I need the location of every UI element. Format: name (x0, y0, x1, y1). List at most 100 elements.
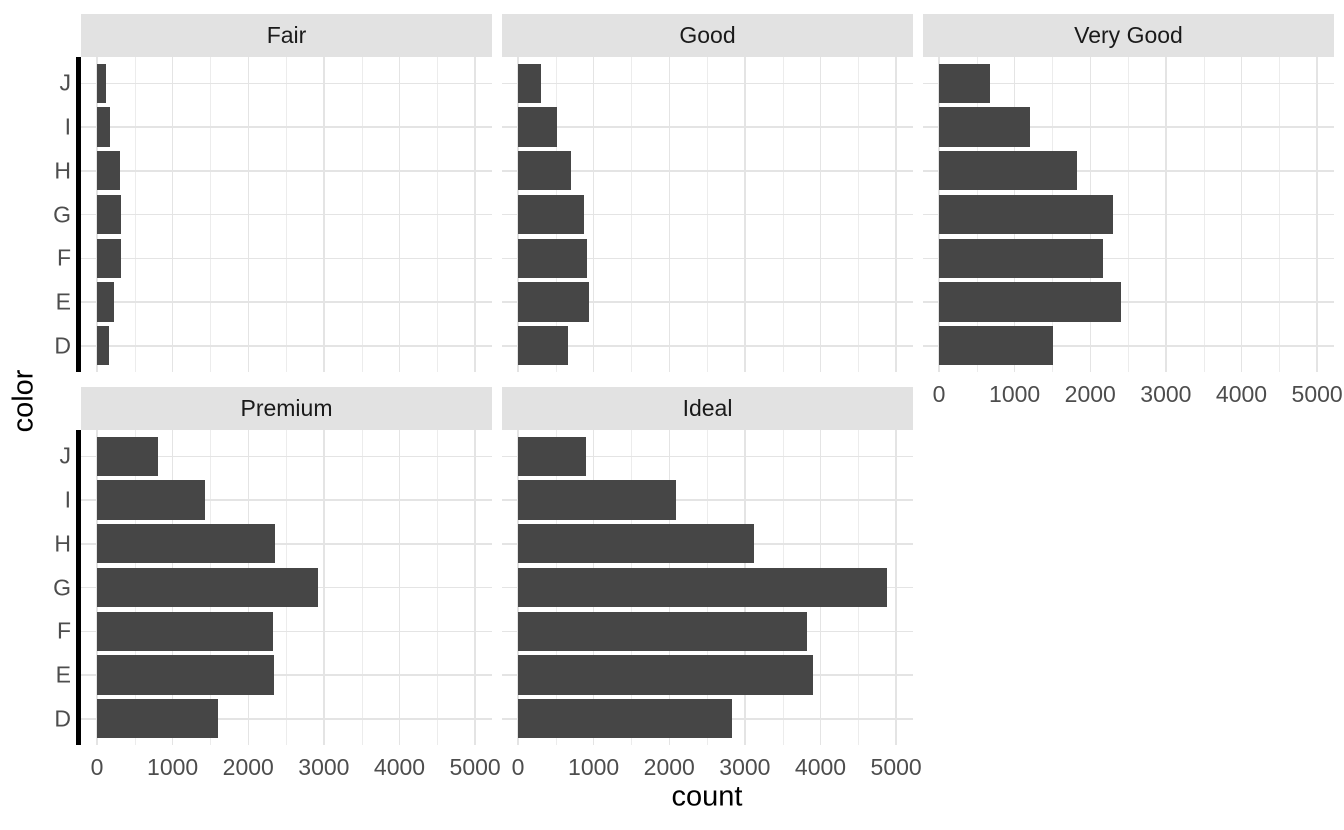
bar-H (97, 151, 120, 191)
bar-F (518, 611, 808, 651)
grid-major-y (81, 213, 492, 216)
bar-I (97, 480, 205, 520)
grid-major-y (81, 301, 492, 303)
facet-strip-label: Ideal (682, 395, 733, 421)
bar-D (97, 699, 219, 739)
grid-major-y (923, 213, 1334, 216)
y-tick-label: G (53, 201, 71, 227)
bar-D (518, 699, 733, 739)
grid-major-y (81, 345, 492, 347)
facet-premium: Premium (76, 387, 492, 745)
bar-E (97, 282, 114, 322)
bar-D (518, 326, 569, 366)
bar-J (939, 63, 991, 103)
grid-major-y (923, 82, 1334, 84)
grid-major-y (502, 213, 913, 216)
bar-H (518, 524, 754, 564)
facet-panel-fair (76, 57, 492, 372)
grid-major-y (81, 630, 492, 632)
bar-F (939, 238, 1103, 278)
x-tick-label: 2000 (643, 754, 695, 780)
grid-major-y (502, 126, 913, 128)
facet-panel-very-good (923, 57, 1334, 372)
y-tick-label: J (59, 442, 72, 469)
facet-very-good: Very Good (923, 14, 1334, 372)
grid-major-y (502, 257, 913, 259)
x-tick-label: 4000 (794, 754, 847, 780)
bar-J (518, 63, 542, 103)
y-tick-label: G (53, 574, 71, 600)
y-tick-label: I (64, 113, 71, 140)
x-tick-label: 3000 (298, 754, 350, 780)
grid-major-y (502, 301, 913, 303)
grid-major-y (923, 170, 1334, 172)
x-tick-label: 4000 (373, 754, 426, 780)
y-tick-label: D (54, 332, 71, 359)
bar-G (518, 567, 888, 608)
y-axis-line (76, 57, 81, 372)
facet-strip-label: Premium (240, 395, 333, 421)
x-axis-labels-very-good: 0 1000 2000 3000 4000 5000 (923, 381, 1343, 407)
facet-good: Good (502, 14, 913, 372)
facet-strip-label: Good (679, 22, 736, 48)
y-axis-title: color (7, 369, 40, 433)
facet-fair: Fair (76, 14, 492, 372)
x-tick-label: 2000 (1064, 381, 1116, 407)
x-tick-label: 3000 (719, 754, 771, 780)
facet-strip-ideal: Ideal (502, 387, 913, 430)
bar-I (939, 107, 1031, 147)
grid-major-y (81, 455, 492, 457)
x-tick-label: 1000 (568, 754, 620, 780)
facet-strip-very-good: Very Good (923, 14, 1334, 57)
x-tick-label: 5000 (1291, 381, 1343, 407)
x-tick-label: 1000 (147, 754, 199, 780)
bar-G (518, 194, 584, 235)
grid-major-y (81, 82, 492, 84)
y-tick-label: J (59, 69, 72, 96)
facet-strip-label: Very Good (1074, 22, 1183, 48)
grid-major-y (502, 170, 913, 172)
x-tick-label: 0 (90, 754, 104, 780)
bar-I (518, 480, 677, 520)
y-tick-label: D (54, 705, 71, 732)
facet-ideal: Ideal (502, 387, 913, 745)
bar-D (939, 326, 1054, 366)
y-tick-label: E (55, 661, 71, 688)
grid-major-y (923, 345, 1334, 347)
grid-major-y (923, 301, 1334, 303)
x-tick-label: 0 (511, 754, 525, 780)
x-tick-label: 4000 (1215, 381, 1268, 407)
y-tick-label: H (54, 530, 71, 557)
grid-major-y (81, 257, 492, 259)
bar-H (518, 151, 572, 191)
facet-panel-ideal (502, 430, 913, 745)
bar-F (97, 238, 121, 278)
y-tick-label: I (64, 486, 71, 513)
facet-strip-label: Fair (266, 22, 307, 48)
bar-G (97, 194, 121, 235)
y-tick-label: F (56, 617, 71, 644)
y-tick-label: H (54, 157, 71, 184)
bar-G (97, 567, 319, 608)
grid-major-y (502, 345, 913, 347)
x-tick-label: 0 (932, 381, 946, 407)
grid-major-y (502, 82, 913, 84)
grid-major-y (81, 170, 492, 172)
x-tick-label: 5000 (449, 754, 501, 780)
x-tick-label: 1000 (989, 381, 1041, 407)
grid-major-y (81, 499, 492, 501)
facet-strip-good: Good (502, 14, 913, 57)
bar-E (518, 655, 814, 695)
grid-major-y (81, 674, 492, 676)
bar-E (939, 282, 1121, 322)
bar-F (518, 238, 587, 278)
x-tick-label: 3000 (1140, 381, 1192, 407)
grid-major-y (81, 543, 492, 545)
x-axis-labels-ideal: 0 1000 2000 3000 4000 5000 (502, 754, 922, 780)
y-tick-label: F (56, 244, 71, 271)
bar-I (518, 107, 558, 147)
bar-G (939, 194, 1113, 235)
facet-panel-good (502, 57, 913, 372)
